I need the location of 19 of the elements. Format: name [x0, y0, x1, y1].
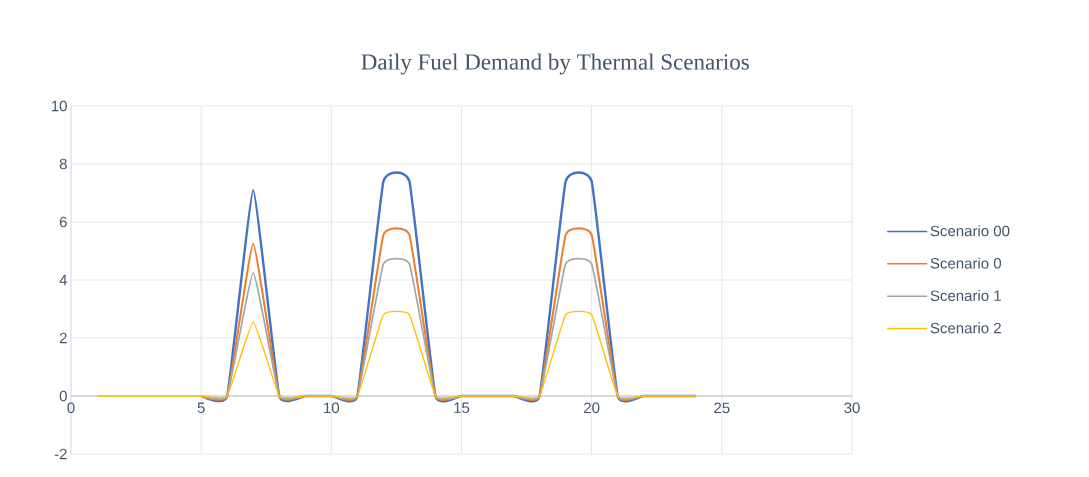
x-tick-label: 10 [324, 402, 340, 414]
y-tick-label: 8 [59, 158, 67, 170]
y-tick-label: 4 [59, 274, 68, 286]
y-tick-label: 6 [59, 216, 67, 228]
legend-label: Scenario 00 [930, 225, 1010, 237]
legend-label: Scenario 1 [930, 290, 1001, 302]
legend-label: Scenario 2 [930, 322, 1001, 334]
x-tick-label: 25 [714, 402, 730, 414]
chart-title: Daily Fuel Demand by Thermal Scenarios [361, 53, 749, 75]
x-tick-label: 30 [844, 402, 860, 414]
x-tick-label: 20 [584, 402, 600, 414]
y-tick-label: 0 [59, 390, 67, 402]
legend-label: Scenario 0 [930, 257, 1002, 269]
x-tick-label: 5 [197, 402, 205, 413]
y-tick-label: -2 [54, 448, 67, 460]
x-tick-label: 0 [67, 402, 75, 414]
x-tick-label: 15 [454, 402, 470, 413]
y-tick-label: 10 [51, 100, 67, 112]
y-tick-label: 2 [59, 332, 67, 344]
